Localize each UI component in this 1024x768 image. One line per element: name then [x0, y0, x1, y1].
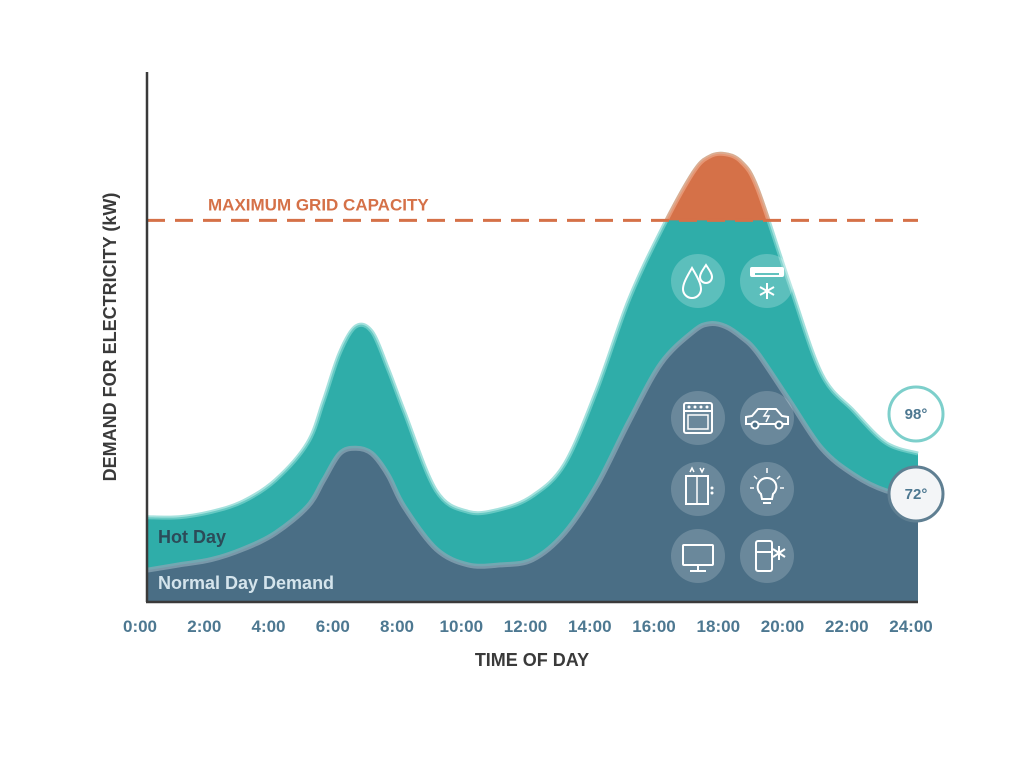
refrigerator-icon: [740, 529, 794, 583]
x-tick-label: 22:00: [825, 617, 868, 636]
x-tick-label: 18:00: [697, 617, 740, 636]
hot-day-temperature-badge: 98°: [887, 385, 945, 443]
normal-day-series-label: Normal Day Demand: [158, 573, 334, 593]
x-tick-label: 14:00: [568, 617, 611, 636]
normal-day-area: [147, 323, 918, 602]
electric-car-icon: [740, 391, 794, 445]
water-drops-icon: [671, 254, 725, 308]
x-tick-label: 2:00: [187, 617, 221, 636]
x-tick-labels: 0:00 2:00 4:00 6:00 8:00 10:00 12:00 14:00 16:00…: [123, 617, 933, 636]
hot-day-series-label: Hot Day: [158, 527, 226, 547]
x-tick-label: 6:00: [316, 617, 350, 636]
max-capacity-label: MAXIMUM GRID CAPACITY: [208, 195, 429, 214]
normal-day-temperature-badge: 72°: [887, 465, 945, 523]
x-tick-label: 24:00: [889, 617, 932, 636]
x-axis-title: TIME OF DAY: [475, 650, 589, 670]
over-capacity-highlight: [664, 151, 771, 221]
x-tick-label: 12:00: [504, 617, 547, 636]
light-bulb-icon: [740, 462, 794, 516]
elevator-icon: [671, 462, 725, 516]
x-tick-label: 16:00: [632, 617, 675, 636]
x-tick-label: 20:00: [761, 617, 804, 636]
x-tick-label: 4:00: [251, 617, 285, 636]
television-icon: [671, 529, 725, 583]
over-capacity-area: [666, 153, 769, 221]
normal-day-highlight: [146, 321, 919, 573]
air-conditioner-icon: [740, 254, 794, 308]
normal-day-temperature: 72°: [905, 486, 928, 503]
x-tick-label: 8:00: [380, 617, 414, 636]
x-tick-label: 10:00: [440, 617, 483, 636]
oven-icon: [671, 391, 725, 445]
hot-day-temperature: 98°: [905, 406, 928, 423]
y-axis-title: DEMAND FOR ELECTRICITY (kW): [100, 193, 120, 482]
x-tick-label: 0:00: [123, 617, 157, 636]
